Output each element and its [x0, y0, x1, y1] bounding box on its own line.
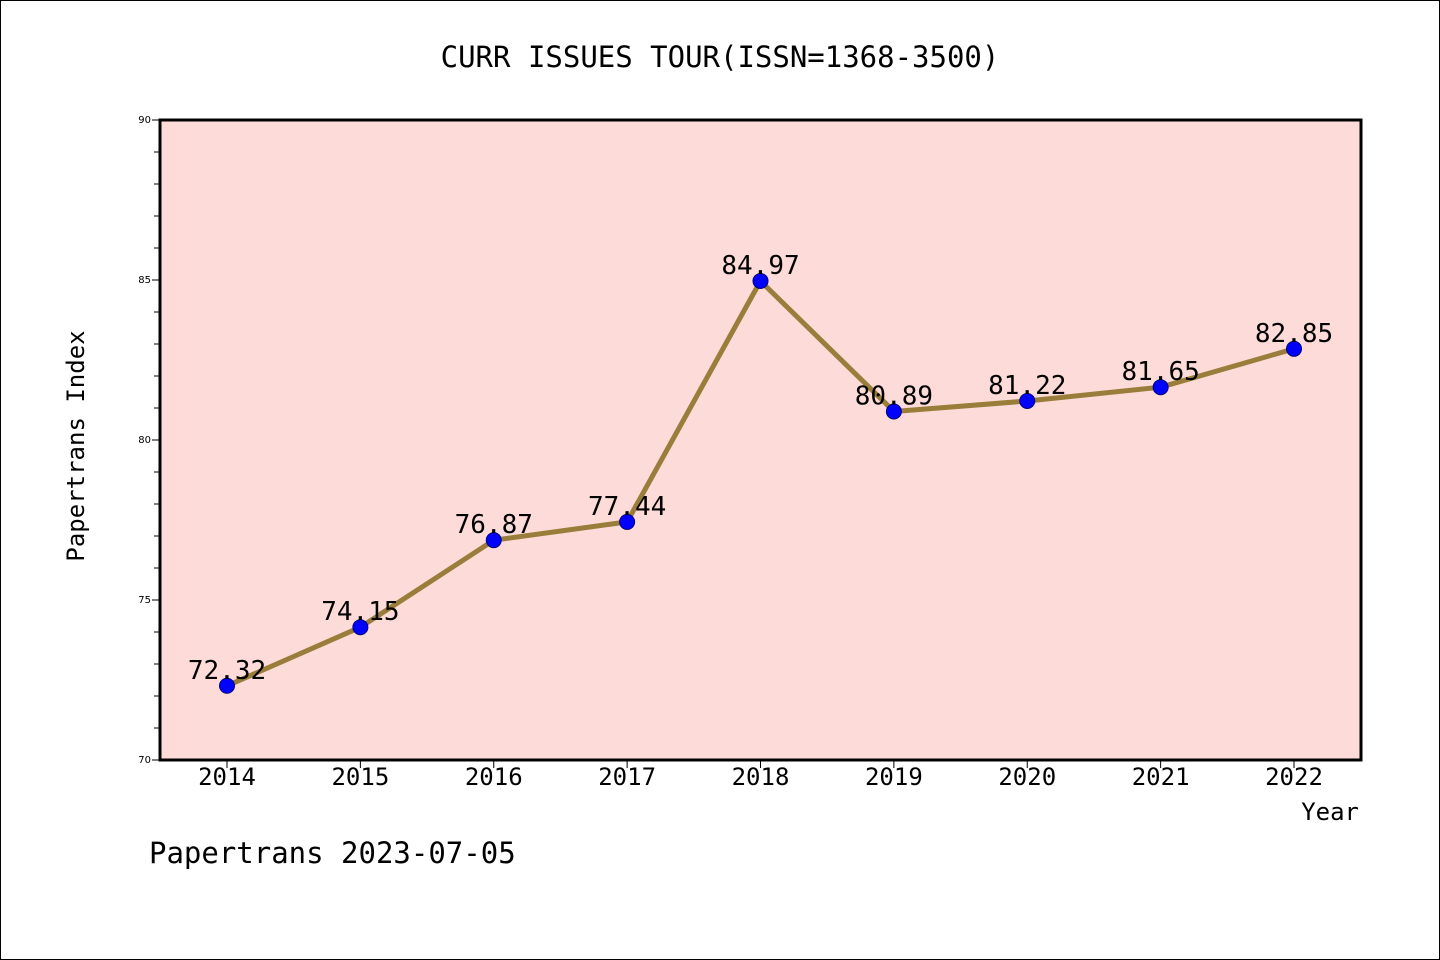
series-layer — [219, 272, 1302, 694]
y-tick-label: 85 — [138, 275, 151, 286]
data-label: 80.89 — [855, 382, 933, 412]
data-point — [1019, 392, 1036, 409]
data-label: 72.32 — [188, 656, 266, 686]
chart-title: CURR ISSUES TOUR(ISSN=1368-3500) — [441, 40, 1000, 74]
data-label: 81.65 — [1121, 357, 1199, 387]
data-point — [352, 619, 369, 636]
data-point — [1152, 379, 1169, 396]
plot-area — [158, 118, 1363, 762]
y-tick-label: 75 — [138, 595, 151, 606]
x-axis-label: Year — [1301, 798, 1359, 826]
x-axis: 2014 2015 2016 2017 2018 2019 2020 2021 2022 — [198, 760, 1323, 791]
data-label: 77.44 — [588, 492, 666, 522]
data-point — [885, 403, 902, 420]
data-point — [1286, 340, 1302, 357]
x-tick-label: 2021 — [1132, 763, 1190, 791]
y-axis: 70 75 80 85 90 — [138, 115, 160, 766]
data-point — [219, 677, 235, 694]
x-tick-label: 2015 — [331, 763, 389, 791]
x-tick-label: 2017 — [598, 763, 656, 791]
x-tick-label: 2019 — [865, 763, 923, 791]
x-tick-label: 2020 — [998, 763, 1056, 791]
data-label: 76.87 — [455, 510, 533, 540]
data-point — [752, 272, 769, 289]
data-label: 81.22 — [988, 371, 1066, 401]
x-tick-label: 2014 — [198, 763, 256, 791]
x-tick-label: 2018 — [732, 763, 790, 791]
data-labels: 72.32 74.15 76.87 77.44 84.97 80.89 81.22 81.65… — [188, 251, 1333, 686]
y-tick-label: 70 — [138, 755, 151, 766]
data-label: 74.15 — [321, 597, 399, 627]
data-point — [619, 513, 636, 530]
data-label: 82.85 — [1255, 319, 1333, 349]
footer-text: Papertrans 2023-07-05 — [149, 836, 516, 870]
x-tick-label: 2016 — [465, 763, 523, 791]
data-point — [485, 532, 502, 549]
data-label: 84.97 — [721, 251, 799, 281]
y-tick-label: 80 — [138, 435, 151, 446]
y-axis-label: Papertrans Index — [62, 330, 90, 561]
x-tick-label: 2022 — [1265, 763, 1323, 791]
y-tick-label: 90 — [138, 115, 151, 126]
